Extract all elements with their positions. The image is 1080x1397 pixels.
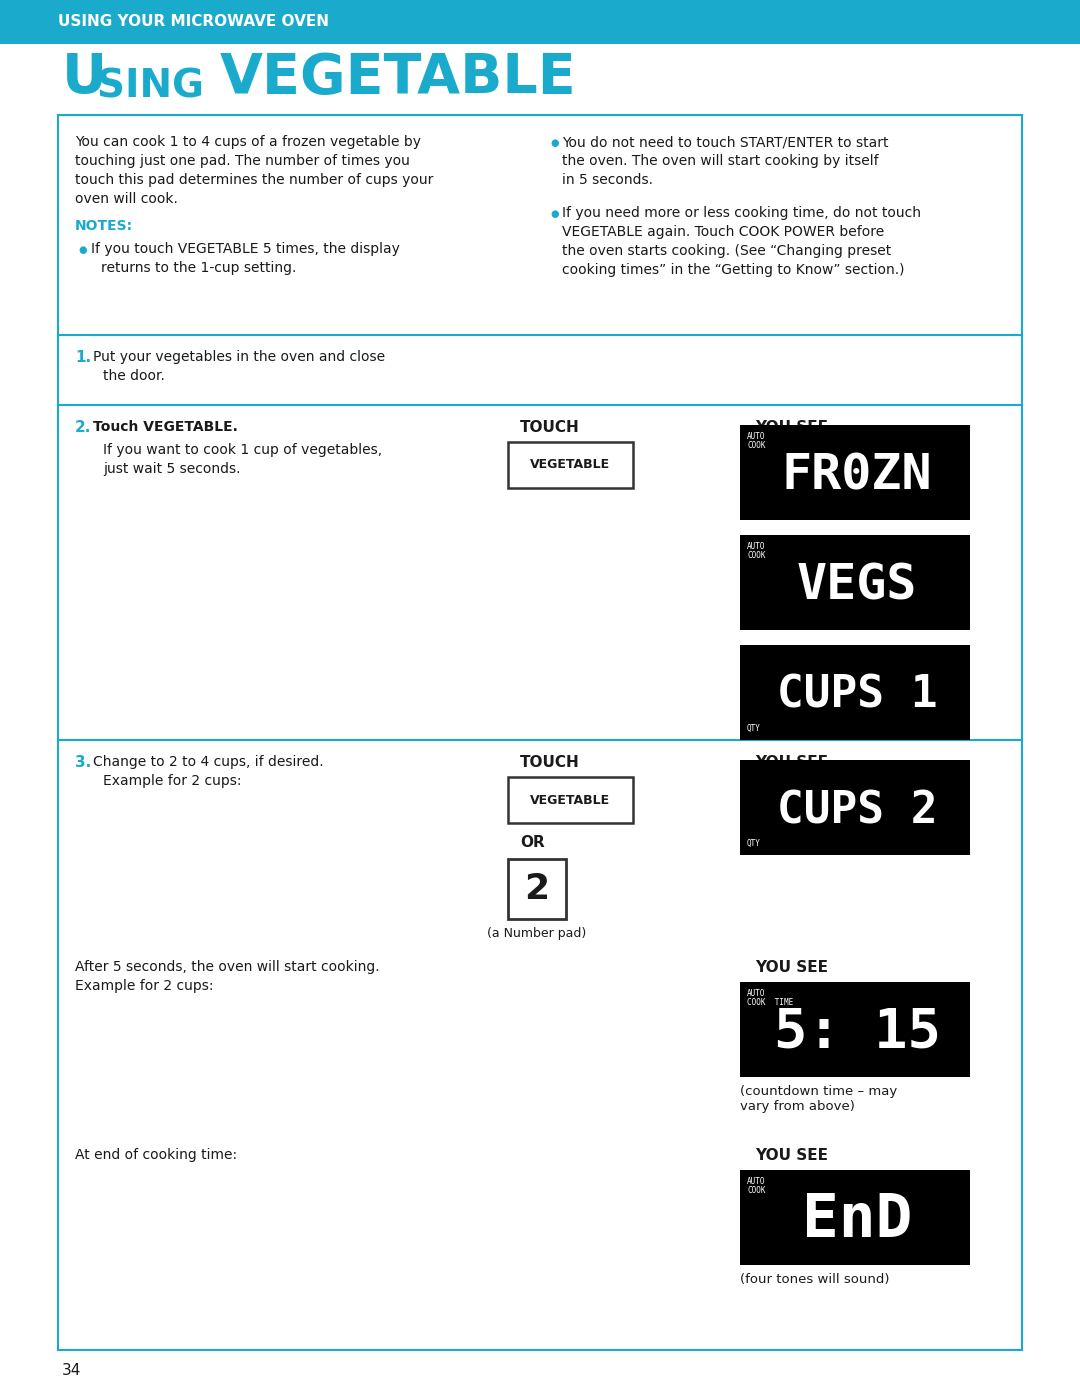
Text: VEGS: VEGS — [797, 562, 917, 609]
Text: 34: 34 — [62, 1363, 81, 1377]
Text: AUTO: AUTO — [747, 432, 766, 441]
Text: (a Number pad): (a Number pad) — [487, 928, 586, 940]
Text: NOTES:: NOTES: — [75, 219, 133, 233]
Text: the oven starts cooking. (See “Changing preset: the oven starts cooking. (See “Changing … — [562, 244, 891, 258]
Text: VEGETABLE: VEGETABLE — [220, 52, 577, 105]
Text: EnD: EnD — [801, 1192, 913, 1250]
Text: AUTO: AUTO — [747, 542, 766, 550]
Bar — [508, 441, 633, 488]
Text: Touch VEGETABLE.: Touch VEGETABLE. — [93, 420, 238, 434]
Text: returns to the 1-cup setting.: returns to the 1-cup setting. — [102, 261, 296, 275]
Text: ●: ● — [550, 138, 558, 148]
Bar — [508, 859, 566, 919]
Text: 3.: 3. — [75, 754, 91, 770]
Bar — [508, 777, 633, 823]
Text: ●: ● — [550, 210, 558, 219]
Bar — [740, 535, 970, 630]
Text: At end of cooking time:: At end of cooking time: — [75, 1148, 238, 1162]
Text: After 5 seconds, the oven will start cooking.: After 5 seconds, the oven will start coo… — [75, 960, 380, 974]
Bar — [740, 645, 970, 740]
Text: Example for 2 cups:: Example for 2 cups: — [103, 774, 242, 788]
Text: YOU SEE: YOU SEE — [755, 1148, 828, 1162]
Text: the oven. The oven will start cooking by itself: the oven. The oven will start cooking by… — [562, 154, 879, 168]
Text: QTY: QTY — [747, 840, 761, 848]
Text: COOK: COOK — [747, 1186, 766, 1194]
Text: oven will cook.: oven will cook. — [75, 191, 178, 205]
Text: FR0ZN: FR0ZN — [782, 451, 932, 500]
Text: touch this pad determines the number of cups your: touch this pad determines the number of … — [75, 173, 433, 187]
Text: Change to 2 to 4 cups, if desired.: Change to 2 to 4 cups, if desired. — [93, 754, 324, 768]
Text: YOU SEE: YOU SEE — [755, 754, 828, 770]
Text: U: U — [62, 52, 107, 105]
Text: the door.: the door. — [103, 369, 165, 383]
Text: 2: 2 — [525, 872, 550, 907]
Text: VEGETABLE: VEGETABLE — [530, 458, 610, 472]
Text: YOU SEE: YOU SEE — [755, 960, 828, 975]
Text: COOK  TIME: COOK TIME — [747, 997, 793, 1007]
Text: VEGETABLE: VEGETABLE — [530, 793, 610, 806]
Text: Example for 2 cups:: Example for 2 cups: — [75, 979, 214, 993]
Text: 2.: 2. — [75, 420, 92, 434]
Text: TOUCH: TOUCH — [519, 420, 580, 434]
Text: Put your vegetables in the oven and close: Put your vegetables in the oven and clos… — [93, 351, 386, 365]
Text: COOK: COOK — [747, 441, 766, 450]
Bar — [0, 0, 1080, 43]
Text: (four tones will sound): (four tones will sound) — [740, 1273, 890, 1287]
Text: cooking times” in the “Getting to Know” section.): cooking times” in the “Getting to Know” … — [562, 263, 905, 277]
Text: You can cook 1 to 4 cups of a frozen vegetable by: You can cook 1 to 4 cups of a frozen veg… — [75, 136, 421, 149]
Text: VEGETABLE again. Touch COOK POWER before: VEGETABLE again. Touch COOK POWER before — [562, 225, 885, 239]
Text: 1.: 1. — [75, 351, 91, 365]
Text: If you need more or less cooking time, do not touch: If you need more or less cooking time, d… — [562, 205, 921, 219]
Text: QTY: QTY — [747, 724, 761, 733]
Text: touching just one pad. The number of times you: touching just one pad. The number of tim… — [75, 154, 410, 168]
Text: vary from above): vary from above) — [740, 1099, 855, 1113]
Text: just wait 5 seconds.: just wait 5 seconds. — [103, 462, 241, 476]
Text: CUPS 1: CUPS 1 — [777, 673, 937, 717]
Text: in 5 seconds.: in 5 seconds. — [562, 173, 653, 187]
Bar — [740, 425, 970, 520]
Bar — [740, 1171, 970, 1266]
Text: If you want to cook 1 cup of vegetables,: If you want to cook 1 cup of vegetables, — [103, 443, 382, 457]
Text: CUPS 2: CUPS 2 — [777, 789, 937, 833]
Text: AUTO: AUTO — [747, 989, 766, 997]
Text: ●: ● — [78, 244, 86, 256]
Text: SING: SING — [97, 67, 217, 105]
Text: TOUCH: TOUCH — [519, 754, 580, 770]
Bar — [58, 115, 1022, 1350]
Text: USING YOUR MICROWAVE OVEN: USING YOUR MICROWAVE OVEN — [58, 14, 329, 29]
Text: 5: 15: 5: 15 — [773, 1006, 941, 1059]
Text: OR: OR — [519, 835, 544, 849]
Bar — [740, 760, 970, 855]
Text: COOK: COOK — [747, 550, 766, 560]
Text: You do not need to touch START/ENTER to start: You do not need to touch START/ENTER to … — [562, 136, 889, 149]
Text: YOU SEE: YOU SEE — [755, 420, 828, 434]
Text: AUTO: AUTO — [747, 1178, 766, 1186]
Bar — [740, 982, 970, 1077]
Text: (countdown time – may: (countdown time – may — [740, 1085, 897, 1098]
Text: If you touch VEGETABLE 5 times, the display: If you touch VEGETABLE 5 times, the disp… — [91, 242, 400, 256]
